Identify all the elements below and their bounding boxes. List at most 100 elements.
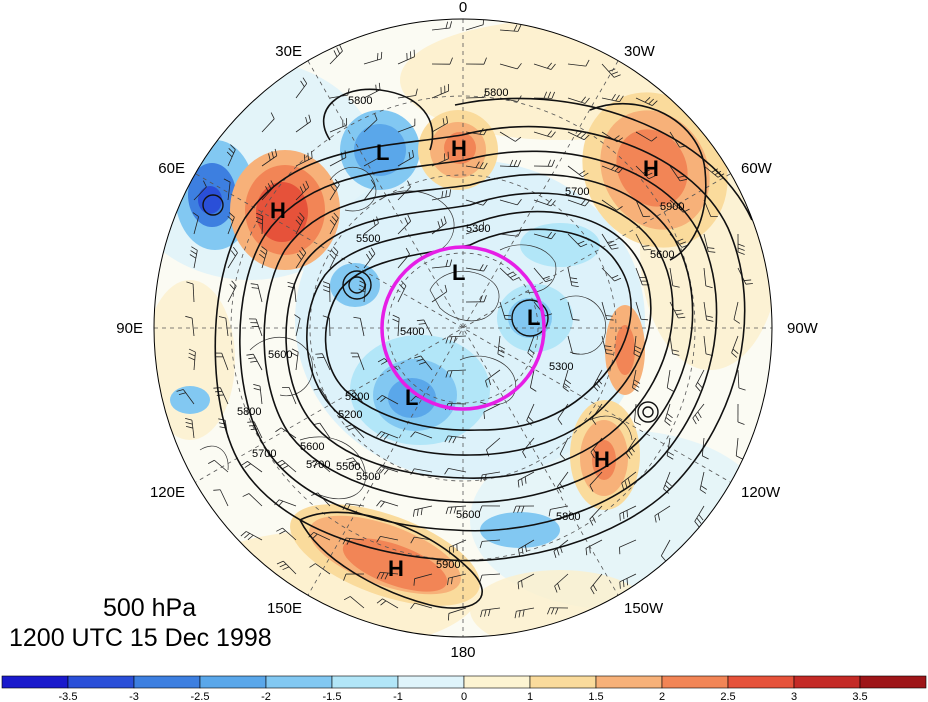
wind-barb	[414, 431, 433, 439]
lon-label-120w: 120W	[741, 484, 781, 501]
wind-barb	[380, 466, 399, 473]
wind-barb-feather	[706, 319, 714, 322]
colorbar-swatch	[1, 675, 69, 689]
wind-barb-feather	[250, 283, 258, 285]
wind-barb	[635, 267, 643, 285]
colorbar-tick-label: 1.5	[588, 691, 603, 702]
lon-label-150e: 150E	[267, 600, 302, 617]
lon-label-30e: 30E	[275, 43, 302, 60]
wind-barb	[329, 157, 347, 167]
wind-barb-feather	[553, 551, 557, 558]
wind-barb	[329, 317, 331, 337]
wind-barb	[703, 335, 707, 354]
wind-barb	[363, 253, 376, 269]
wind-barb-feather	[303, 154, 306, 162]
wind-barb	[221, 352, 229, 371]
wind-barb	[660, 539, 671, 556]
wind-barb	[352, 389, 365, 405]
wind-barb-feather	[733, 319, 741, 324]
high-center-label: H	[388, 556, 404, 581]
wind-barb	[497, 335, 501, 354]
wind-barb-feather	[547, 91, 551, 99]
wind-barb-feather	[479, 574, 483, 582]
wind-barb	[397, 285, 407, 303]
wind-barb-feather	[301, 247, 307, 254]
wind-barb-feather	[384, 572, 389, 580]
wind-barb-feather	[592, 584, 598, 592]
wind-barb-feather	[513, 24, 518, 32]
wind-barb-feather	[279, 563, 287, 568]
wind-barb-feather	[302, 183, 307, 191]
wind-barb	[253, 421, 263, 439]
wind-barb	[635, 233, 645, 251]
wind-barb-feather	[380, 600, 387, 606]
wind-barb-feather	[516, 63, 522, 70]
wind-barb	[699, 471, 705, 490]
wind-barb-feather	[392, 314, 400, 319]
wind-barb-feather	[589, 546, 591, 554]
wind-barb	[247, 461, 263, 473]
wind-barb	[669, 335, 673, 354]
wind-barb-feather	[545, 279, 553, 283]
wind-barb-feather	[246, 353, 254, 356]
lon-label-60e: 60E	[158, 160, 185, 177]
wind-barb	[380, 536, 399, 541]
wind-barb-feather	[279, 462, 286, 467]
wind-barb-feather	[377, 53, 379, 61]
closed-lows	[202, 194, 659, 423]
contour-label: 5300	[549, 361, 573, 373]
wind-barb	[363, 58, 382, 65]
wind-barb-feather	[247, 534, 254, 541]
wind-barb	[703, 301, 707, 320]
wind-barb	[567, 233, 581, 248]
wind-barb-feather	[443, 216, 447, 224]
wind-barb-feather	[644, 97, 651, 103]
wind-barb	[621, 471, 637, 484]
wind-barb-feather	[480, 610, 483, 618]
wind-barb-feather	[305, 180, 310, 188]
wind-barb-feather	[521, 505, 525, 513]
wind-barb-feather	[482, 199, 488, 206]
wind-barb-feather	[498, 345, 506, 350]
wind-barb	[414, 505, 433, 511]
wind-barb	[448, 607, 467, 614]
wind-barb-feather	[608, 68, 616, 72]
wind-barb-feather	[590, 587, 595, 595]
wind-barb-feather	[331, 216, 337, 222]
wind-barb-feather	[521, 547, 524, 555]
contour-label: 5900	[660, 201, 684, 213]
wind-barb-feather	[445, 507, 449, 515]
wind-barb-feather	[186, 281, 194, 285]
wind-barb-feather	[667, 387, 674, 392]
wind-barb-feather	[449, 189, 452, 197]
wind-barb-feather	[315, 353, 323, 355]
wind-barb-feather	[343, 573, 347, 581]
wind-barb-feather	[697, 382, 703, 388]
wind-barb	[526, 403, 535, 421]
colorbar-swatch	[331, 675, 399, 689]
wind-barb-feather	[676, 238, 684, 242]
wind-barb-feather	[348, 460, 356, 464]
wind-barb-feather	[329, 253, 335, 260]
colorbar-tick-label: -1.5	[323, 691, 342, 702]
wind-barb-feather	[452, 436, 457, 444]
wind-barb-feather	[479, 264, 484, 271]
contour-label: 5200	[338, 409, 362, 421]
wind-barb-feather	[679, 241, 687, 245]
wind-barb-feather	[407, 180, 411, 188]
wind-barb	[397, 156, 414, 167]
high-center-label: H	[451, 136, 467, 161]
wind-barb	[261, 215, 264, 235]
wind-barb-feather	[339, 44, 343, 52]
wind-barb-feather	[420, 508, 423, 516]
wind-barb-feather	[479, 505, 483, 513]
wind-barb-feather	[188, 348, 196, 353]
level-title: 500 hPa	[103, 594, 197, 622]
wind-barb	[363, 119, 378, 133]
wind-barb-feather	[380, 360, 388, 365]
wind-barb	[567, 199, 586, 207]
wind-barb-feather	[418, 361, 426, 365]
wind-barb-feather	[270, 180, 275, 187]
wind-barb	[193, 352, 196, 371]
wind-barb	[601, 97, 620, 103]
